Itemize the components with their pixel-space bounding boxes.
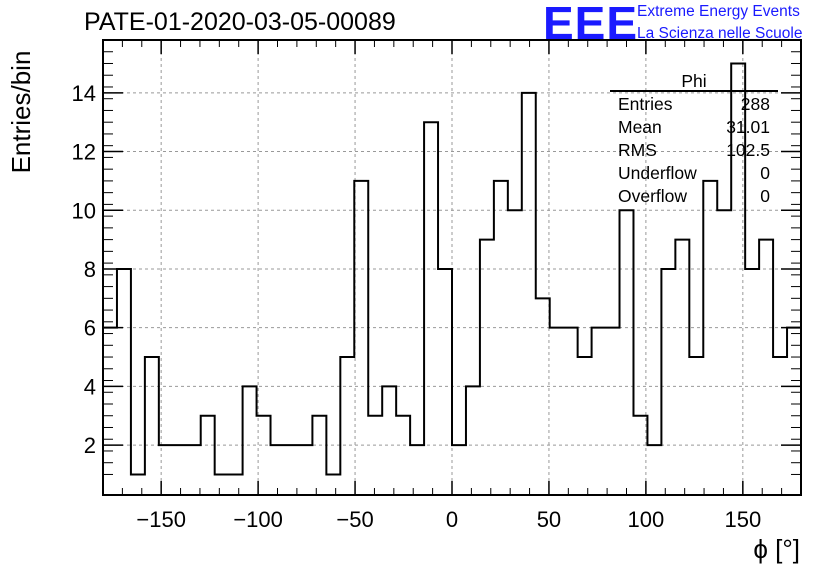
logo-subtitle-line2: La Scienza nelle Scuole [637, 25, 803, 42]
histogram-bin [215, 474, 229, 495]
histogram-bin [620, 210, 634, 495]
histogram-bin [173, 445, 187, 495]
y-tick-label: 12 [72, 140, 96, 165]
histogram-bin [564, 328, 578, 495]
x-tick-label: −150 [136, 507, 186, 532]
histogram-bin [396, 416, 410, 495]
histogram-bin [745, 269, 759, 495]
stats-value: 0 [760, 186, 770, 206]
histogram-bin [773, 357, 787, 495]
y-tick-label: 2 [84, 433, 96, 458]
histogram-bin [424, 122, 438, 495]
histogram-bin [354, 181, 368, 495]
y-tick-label: 8 [84, 257, 96, 282]
page-title: PATE-01-2020-03-05-00089 [84, 8, 396, 36]
stats-label: RMS [618, 140, 657, 160]
stats-value: 102.5 [726, 140, 770, 160]
x-tick-label: 100 [628, 507, 665, 532]
histogram-bin [187, 445, 201, 495]
y-tick-label: 10 [72, 198, 96, 223]
histogram-bars [102, 62, 802, 495]
histogram-bin [550, 328, 564, 495]
y-axis-title: Entries/bin [6, 51, 36, 174]
histogram-bin [340, 357, 354, 495]
histogram-bin [661, 269, 675, 495]
histogram-outline [103, 62, 801, 476]
histogram-bin [703, 181, 717, 495]
histogram-bin [326, 474, 340, 495]
histogram-bin [312, 416, 326, 495]
histogram-bin [410, 445, 424, 495]
x-axis-title: ϕ [°] [753, 534, 800, 564]
histogram-bin [606, 328, 620, 495]
y-tick-label: 6 [84, 316, 96, 341]
histogram-bin [201, 416, 215, 495]
x-tick-label: 50 [537, 507, 561, 532]
stats-label: Entries [618, 94, 673, 114]
stats-label: Overflow [618, 186, 687, 206]
histogram-bin [284, 445, 298, 495]
histogram-bin [759, 240, 773, 495]
axis-ticks [102, 40, 802, 495]
histogram-bin [717, 210, 731, 495]
stats-label: Underflow [618, 163, 697, 183]
stats-value: 288 [741, 94, 770, 114]
histogram-bin [145, 357, 159, 495]
histogram-bin [536, 298, 550, 495]
histogram-bin [578, 357, 592, 495]
histogram-bin [103, 328, 117, 495]
x-tick-label: 0 [446, 507, 458, 532]
histogram-bin [271, 445, 285, 495]
histogram-bin [229, 474, 243, 495]
y-tick-label: 14 [72, 81, 96, 106]
histogram-bin [508, 210, 522, 495]
logo-subtitle-line1: Extreme Energy Events [637, 3, 800, 20]
histogram-bin [675, 240, 689, 495]
x-tick-label: −50 [336, 507, 373, 532]
histogram-bin [452, 445, 466, 495]
histogram-bin [368, 416, 382, 495]
histogram-bin [243, 386, 257, 495]
histogram-bin [689, 357, 703, 495]
histogram-bin [298, 445, 312, 495]
eee-logo: EEE [543, 0, 639, 49]
histogram-bin [787, 328, 801, 495]
histogram-bin [647, 445, 661, 495]
stats-value: 31.01 [726, 117, 770, 137]
histogram-bin [480, 240, 494, 495]
histogram-bin [131, 474, 145, 495]
stats-value: 0 [760, 163, 770, 183]
histogram-bin [522, 93, 536, 495]
histogram-bin [494, 181, 508, 495]
stats-box-title: Phi [681, 71, 706, 91]
axis-tick-labels: −150 −100 −50 0 50 100 150 2 4 6 8 10 12 14 [72, 81, 762, 532]
histogram-bin [466, 386, 480, 495]
stats-label: Mean [618, 117, 662, 137]
y-tick-label: 4 [84, 374, 96, 399]
histogram-bin [117, 269, 131, 495]
x-tick-label: 150 [724, 507, 761, 532]
histogram-bin [382, 386, 396, 495]
stats-box: Phi Entries 288 Mean 31.01 RMS 102.5 Underflow… [610, 71, 778, 206]
histogram-bin [592, 328, 606, 495]
x-tick-label: −100 [233, 507, 283, 532]
histogram-bin [438, 269, 452, 495]
